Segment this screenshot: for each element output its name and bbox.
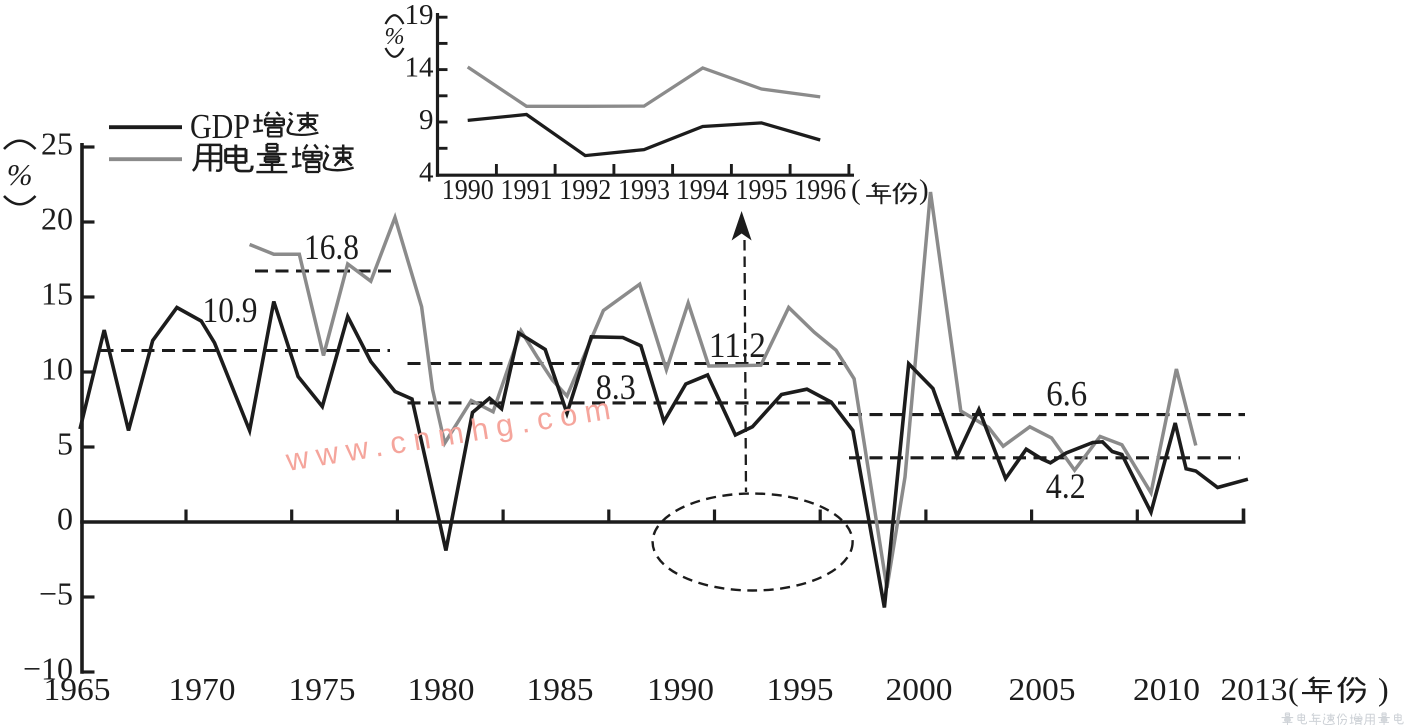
svg-text:5: 5 — [57, 426, 73, 462]
svg-text:1980: 1980 — [408, 671, 475, 707]
svg-text:10: 10 — [41, 351, 73, 387]
svg-text:−10: −10 — [23, 651, 73, 687]
svg-text:2013: 2013 — [1221, 671, 1288, 707]
svg-text:1985: 1985 — [527, 671, 594, 707]
svg-text:1965: 1965 — [44, 671, 111, 707]
svg-text:%: % — [7, 157, 33, 192]
svg-text:1993: 1993 — [618, 174, 670, 206]
svg-text:1992: 1992 — [559, 174, 611, 206]
svg-text:2005: 2005 — [1009, 671, 1076, 707]
svg-text:GDP: GDP — [190, 107, 250, 146]
svg-text:2000: 2000 — [886, 671, 953, 707]
svg-text:1975: 1975 — [289, 671, 356, 707]
svg-text:25: 25 — [41, 126, 73, 162]
svg-text:1990: 1990 — [442, 174, 494, 206]
svg-text:0: 0 — [57, 501, 73, 537]
svg-text:11.2: 11.2 — [709, 325, 766, 365]
svg-text:8.3: 8.3 — [596, 367, 636, 407]
svg-text:9: 9 — [419, 104, 434, 136]
svg-text:19: 19 — [405, 0, 434, 31]
svg-text:1991: 1991 — [501, 174, 553, 206]
svg-text:1970: 1970 — [169, 671, 236, 707]
svg-text:10.9: 10.9 — [203, 290, 258, 330]
svg-text:(: ( — [851, 174, 861, 206]
svg-text:1995: 1995 — [736, 174, 788, 206]
svg-text:20: 20 — [41, 201, 73, 237]
svg-text:4.2: 4.2 — [1046, 466, 1086, 506]
svg-text:15: 15 — [41, 276, 73, 312]
svg-text:6.6: 6.6 — [1046, 374, 1087, 414]
svg-text:): ) — [919, 174, 929, 206]
svg-text:16.8: 16.8 — [304, 227, 359, 267]
svg-text:1996: 1996 — [794, 174, 846, 206]
svg-text:%: % — [385, 24, 405, 50]
svg-text:(: ( — [1288, 671, 1299, 707]
svg-text:2010: 2010 — [1133, 671, 1200, 707]
svg-text:−5: −5 — [39, 576, 73, 612]
svg-text:14: 14 — [405, 52, 435, 84]
svg-text:1995: 1995 — [767, 671, 834, 707]
svg-text:1994: 1994 — [677, 174, 729, 206]
svg-text:): ) — [1378, 671, 1389, 707]
svg-text:1990: 1990 — [647, 671, 714, 707]
svg-text:4: 4 — [419, 157, 434, 189]
